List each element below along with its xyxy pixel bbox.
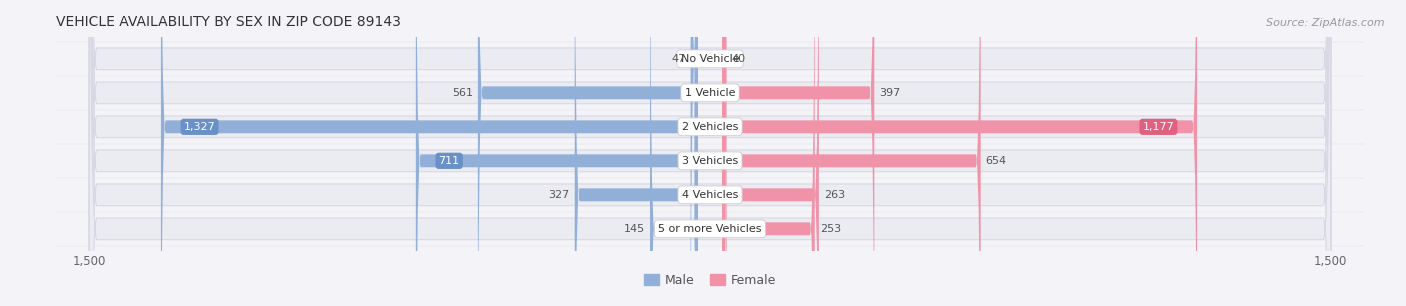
- Text: Source: ZipAtlas.com: Source: ZipAtlas.com: [1267, 18, 1385, 28]
- Text: No Vehicle: No Vehicle: [681, 54, 740, 64]
- FancyBboxPatch shape: [416, 0, 697, 306]
- FancyBboxPatch shape: [650, 0, 697, 306]
- FancyBboxPatch shape: [723, 0, 814, 306]
- Text: 397: 397: [879, 88, 900, 98]
- FancyBboxPatch shape: [690, 0, 697, 306]
- Text: 1,327: 1,327: [184, 122, 215, 132]
- FancyBboxPatch shape: [723, 0, 818, 306]
- Text: VEHICLE AVAILABILITY BY SEX IN ZIP CODE 89143: VEHICLE AVAILABILITY BY SEX IN ZIP CODE …: [56, 15, 401, 28]
- FancyBboxPatch shape: [723, 0, 1197, 306]
- Text: 47: 47: [672, 54, 686, 64]
- Text: 253: 253: [820, 224, 841, 234]
- Text: 711: 711: [439, 156, 460, 166]
- FancyBboxPatch shape: [90, 0, 1330, 306]
- Text: 145: 145: [624, 224, 645, 234]
- FancyBboxPatch shape: [90, 0, 1330, 306]
- FancyBboxPatch shape: [721, 0, 727, 306]
- Text: 3 Vehicles: 3 Vehicles: [682, 156, 738, 166]
- FancyBboxPatch shape: [478, 0, 697, 306]
- Text: 654: 654: [986, 156, 1007, 166]
- FancyBboxPatch shape: [90, 0, 1330, 306]
- Text: 561: 561: [451, 88, 472, 98]
- FancyBboxPatch shape: [723, 0, 980, 306]
- FancyBboxPatch shape: [575, 0, 697, 306]
- Text: 1,177: 1,177: [1143, 122, 1174, 132]
- FancyBboxPatch shape: [160, 0, 697, 306]
- Text: 2 Vehicles: 2 Vehicles: [682, 122, 738, 132]
- FancyBboxPatch shape: [90, 0, 1330, 306]
- Text: 263: 263: [824, 190, 845, 200]
- FancyBboxPatch shape: [90, 0, 1330, 306]
- FancyBboxPatch shape: [723, 0, 875, 306]
- Text: 4 Vehicles: 4 Vehicles: [682, 190, 738, 200]
- Legend: Male, Female: Male, Female: [638, 269, 782, 292]
- FancyBboxPatch shape: [90, 0, 1330, 306]
- Text: 40: 40: [731, 54, 745, 64]
- Text: 327: 327: [548, 190, 569, 200]
- Text: 1 Vehicle: 1 Vehicle: [685, 88, 735, 98]
- Text: 5 or more Vehicles: 5 or more Vehicles: [658, 224, 762, 234]
